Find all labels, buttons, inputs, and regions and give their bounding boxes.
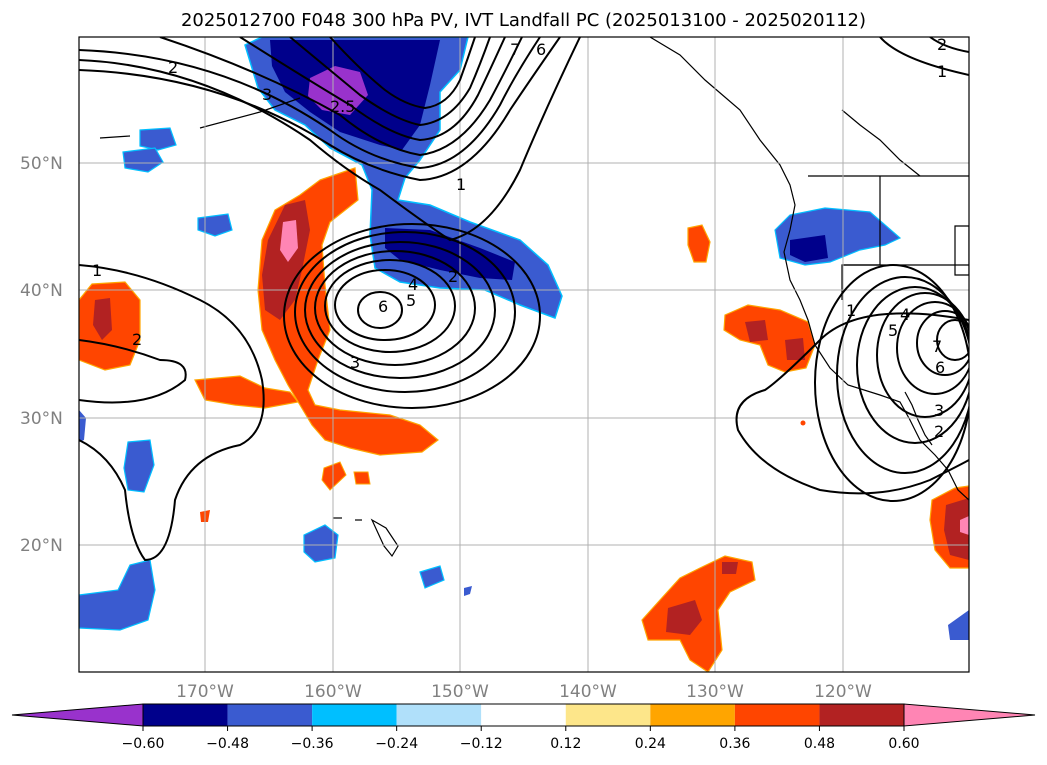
contour-label: 4 bbox=[408, 275, 418, 294]
colorbar: −0.60 −0.48 −0.36 −0.24 −0.12 0.12 0.24 0.36 0.4… bbox=[11, 703, 1036, 752]
lon-label: 170°W bbox=[176, 682, 234, 702]
colorbar-tick-label: −0.36 bbox=[291, 736, 334, 752]
contour-label: 2 bbox=[168, 58, 178, 77]
colorbar-segment bbox=[227, 704, 313, 726]
ivt-contours bbox=[79, 37, 969, 562]
gridlines bbox=[79, 37, 969, 672]
contour-label: 2 bbox=[937, 35, 947, 54]
lon-label: 120°W bbox=[814, 682, 872, 702]
colorbar-segment bbox=[650, 704, 735, 726]
map-plot-area: 2 3 2.5 7 6 1 2 1 1 2 6 5 4 2 3 1 5 4 7 … bbox=[79, 35, 969, 672]
map-frame bbox=[78, 36, 970, 673]
map-title: 2025012700 F048 300 hPa PV, IVT Landfall… bbox=[180, 10, 867, 31]
lon-label: 130°W bbox=[686, 682, 744, 702]
colorbar-tick-label: −0.48 bbox=[206, 736, 249, 752]
colorbar-segment bbox=[565, 704, 651, 726]
lon-label: 160°W bbox=[304, 682, 362, 702]
colorbar-extend-high bbox=[903, 703, 1036, 727]
colorbar-tick-label: 0.12 bbox=[550, 736, 581, 752]
contour-label: 6 bbox=[935, 358, 945, 377]
contour-label: 3 bbox=[934, 401, 944, 420]
contour-label: 2 bbox=[448, 267, 458, 286]
colorbar-segment bbox=[734, 704, 820, 726]
lat-label: 50°N bbox=[20, 154, 63, 174]
contour-label: 5 bbox=[888, 321, 898, 340]
contour-label: 7 bbox=[932, 337, 942, 356]
contour-label: 3 bbox=[262, 85, 272, 104]
colorbar-tick-label: 0.60 bbox=[888, 736, 919, 752]
contour-label: 7 bbox=[510, 40, 520, 59]
lon-label: 140°W bbox=[559, 682, 617, 702]
colorbar-frame bbox=[142, 703, 905, 727]
colorbar-tick-label: −0.24 bbox=[375, 736, 418, 752]
colorbar-segment bbox=[312, 704, 397, 726]
lat-label: 40°N bbox=[20, 281, 63, 301]
colorbar-segment bbox=[819, 704, 904, 726]
contour-label: 1 bbox=[937, 62, 947, 81]
contour-label: 1 bbox=[846, 301, 856, 320]
latitude-labels: 50°N 40°N 30°N 20°N bbox=[20, 154, 63, 556]
colorbar-tick-label: 0.36 bbox=[719, 736, 750, 752]
contour-label: 6 bbox=[378, 297, 388, 316]
lon-label: 150°W bbox=[431, 682, 489, 702]
colorbar-tick-label: 0.48 bbox=[804, 736, 835, 752]
colorbar-segment bbox=[396, 704, 482, 726]
contour-label: 6 bbox=[536, 40, 546, 59]
colorbar-tick-label: 0.24 bbox=[635, 736, 666, 752]
colorbar-segment bbox=[481, 704, 566, 726]
colorbar-tick-label: −0.60 bbox=[122, 736, 165, 752]
contour-label: 4 bbox=[900, 305, 910, 324]
longitude-labels: 170°W 160°W 150°W 140°W 130°W 120°W bbox=[176, 682, 872, 702]
lat-label: 30°N bbox=[20, 409, 63, 429]
colorbar-extend-low bbox=[11, 703, 144, 727]
colorbar-tick-label: −0.12 bbox=[460, 736, 503, 752]
contour-label: 3 bbox=[350, 353, 360, 372]
contour-label: 5 bbox=[406, 291, 416, 310]
contour-label: 2.5 bbox=[330, 97, 355, 116]
contour-label: 2 bbox=[132, 330, 142, 349]
contour-label: 1 bbox=[92, 261, 102, 280]
contour-label: 1 bbox=[456, 175, 466, 194]
lat-label: 20°N bbox=[20, 536, 63, 556]
contour-label: 2 bbox=[934, 422, 944, 441]
colorbar-segment bbox=[143, 704, 228, 726]
contour-labels: 2 3 2.5 7 6 1 2 1 1 2 6 5 4 2 3 1 5 4 7 … bbox=[92, 35, 947, 441]
